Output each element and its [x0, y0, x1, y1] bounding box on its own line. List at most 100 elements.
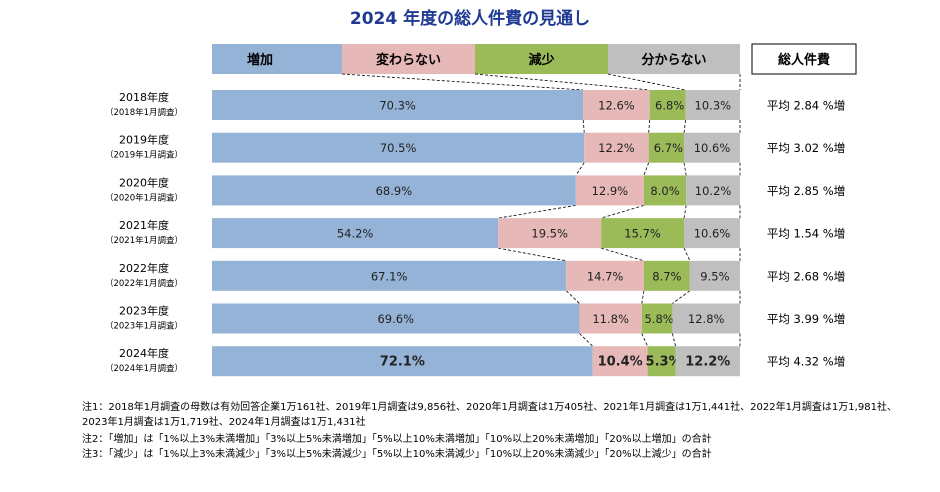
footnote-2: 注2：「増加」は「1%以上3%未満増加」「3%以上5%未満増加」「5%以上10%… — [82, 434, 712, 445]
data-label: 10.6% — [694, 141, 731, 155]
row-label-survey: （2022年1月調査） — [105, 278, 183, 289]
data-label: 10.2% — [695, 184, 732, 198]
data-label: 12.8% — [688, 312, 725, 326]
connector-line — [579, 333, 593, 347]
connector-line — [683, 119, 687, 133]
row-label-survey: （2019年1月調査） — [105, 150, 183, 161]
data-label: 70.5% — [380, 141, 417, 155]
data-label: 11.8% — [592, 312, 629, 326]
data-label: 10.4% — [598, 355, 643, 370]
data-label: 8.7% — [652, 269, 681, 283]
data-label: 19.5% — [531, 227, 568, 241]
data-label: 6.7% — [654, 141, 683, 155]
connector-line — [341, 73, 584, 91]
bar-segment — [592, 346, 648, 377]
connector-line — [474, 73, 650, 91]
bar-segment — [643, 260, 690, 291]
data-label: 15.7% — [624, 227, 661, 241]
connector-line — [601, 205, 645, 219]
bar-segment — [575, 175, 644, 206]
bar-segment — [672, 303, 740, 334]
connector-line — [582, 119, 585, 133]
bar-segment — [212, 132, 585, 163]
total-cost-value: 平均 2.85 %増 — [767, 184, 845, 198]
side-header-box — [751, 43, 857, 75]
connector-line — [607, 73, 686, 91]
bar-segment — [212, 260, 567, 291]
segment-connectors — [341, 73, 741, 347]
bar-segment — [498, 218, 602, 249]
total-cost-value: 平均 3.02 %増 — [767, 141, 845, 155]
data-label: 70.3% — [379, 99, 416, 113]
data-label: 9.5% — [700, 269, 729, 283]
data-label: 8.0% — [650, 184, 679, 198]
legend-swatch — [212, 44, 342, 74]
bar-segment — [689, 260, 740, 291]
connector-line — [683, 205, 687, 219]
connector-line — [641, 333, 648, 347]
row-labels: 2018年度 （2018年1月調査） 2019年度 （2019年1月調査） 2020年度… — [105, 90, 183, 374]
row-label-year: 2023年度 — [119, 304, 169, 318]
bars: 70.3% 12.6% 6.8% 10.3% 70.5% 12.2% 6.7% 10.6% 68… — [212, 90, 740, 377]
bar-segment — [684, 132, 740, 163]
bar-segment — [684, 218, 740, 249]
data-label: 12.2% — [598, 141, 635, 155]
legend-swatch — [608, 44, 740, 74]
bar-segment — [601, 218, 685, 249]
bar-segment — [579, 303, 642, 334]
connector-line — [498, 247, 567, 262]
data-label: 10.3% — [695, 99, 732, 113]
data-label: 5.3% — [646, 355, 682, 370]
data-label: 12.2% — [685, 355, 730, 370]
chart-title: 2024 年度の総人件費の見通し — [350, 8, 590, 29]
legend: 増加 変わらない 減少 分からない 総人件費 — [212, 43, 857, 75]
bar-segment — [686, 175, 740, 206]
bar-segment — [647, 346, 676, 377]
total-labor-cost-column: 平均 2.84 %増平均 3.02 %増平均 2.85 %増平均 1.54 %増… — [767, 99, 845, 369]
row-label-year: 2020年度 — [119, 175, 169, 189]
bar-segment — [675, 346, 740, 377]
total-cost-value: 平均 2.84 %増 — [767, 99, 845, 113]
connector-line — [683, 162, 687, 176]
total-cost-value: 平均 4.32 %増 — [767, 355, 845, 369]
bar-segment — [649, 90, 686, 120]
total-cost-value: 平均 2.68 %増 — [767, 269, 845, 283]
connector-line — [643, 162, 650, 176]
connector-line — [601, 247, 645, 262]
connector-line — [672, 290, 691, 304]
row-label-year: 2021年度 — [119, 218, 169, 232]
footnotes: 注1：2018年1月調査の母数は有効回答企業1万161社、2019年1月調査は9… — [82, 400, 922, 462]
bar-segment — [212, 175, 576, 206]
legend-label: 分からない — [641, 52, 706, 68]
data-label: 67.1% — [371, 269, 408, 283]
bar-segment — [641, 303, 673, 334]
row-label-survey: （2024年1月調査） — [105, 363, 183, 374]
connector-line — [683, 247, 691, 261]
connector-line — [575, 162, 585, 176]
row-label-year: 2022年度 — [119, 261, 169, 275]
connector-line — [648, 119, 651, 133]
connector-line — [672, 333, 676, 347]
data-label: 14.7% — [587, 269, 624, 283]
bar-segment — [212, 218, 499, 249]
data-label: 12.9% — [592, 184, 629, 198]
connector-line — [641, 290, 645, 304]
total-cost-value: 平均 1.54 %増 — [767, 227, 845, 241]
bar-segment — [212, 90, 584, 120]
data-label: 12.6% — [598, 99, 635, 113]
data-label: 6.8% — [655, 99, 684, 113]
legend-label: 増加 — [247, 52, 273, 68]
row-label-survey: （2021年1月調査） — [105, 235, 183, 246]
row-label-survey: （2018年1月調査） — [105, 107, 183, 118]
row-label-year: 2018年度 — [119, 90, 169, 104]
bar-segment — [584, 132, 649, 163]
legend-label: 変わらない — [376, 52, 441, 68]
legend-swatch — [342, 44, 475, 74]
connector-line — [498, 205, 576, 219]
bar-segment — [566, 260, 644, 291]
data-label: 72.1% — [380, 355, 425, 370]
footnote-1: 注1：2018年1月調査の母数は有効回答企業1万161社、2019年1月調査は9… — [82, 402, 897, 428]
data-label: 68.9% — [376, 184, 413, 198]
legend-label: 減少 — [528, 52, 554, 68]
